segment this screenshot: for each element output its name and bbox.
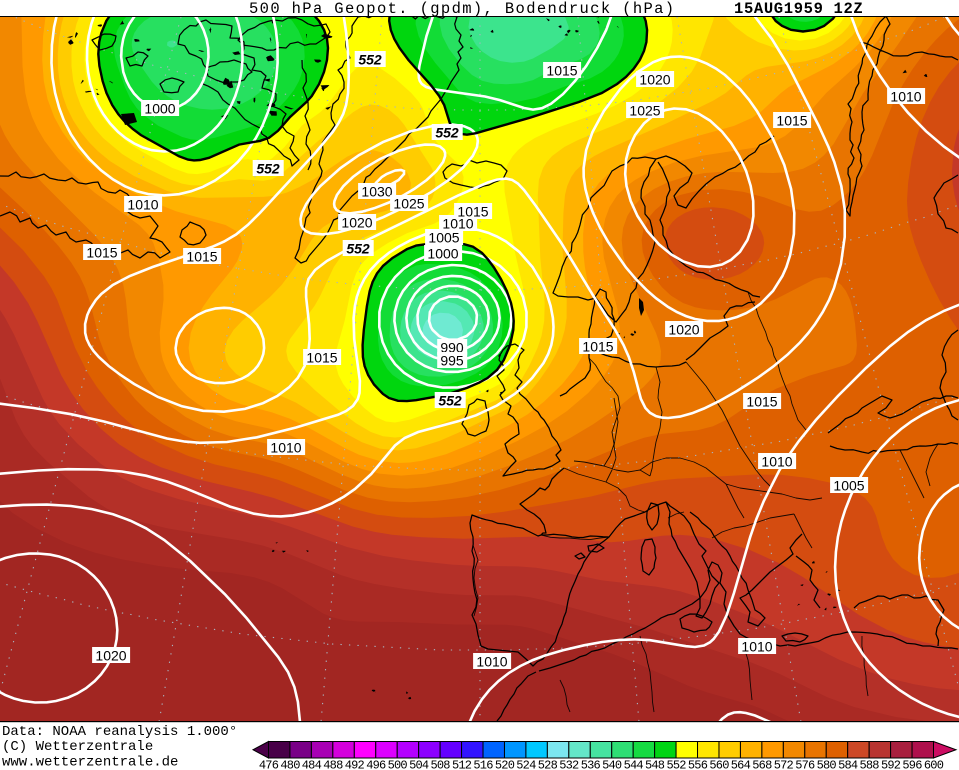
svg-text:492: 492 [345, 759, 365, 770]
svg-text:1010: 1010 [761, 454, 792, 470]
svg-text:544: 544 [624, 759, 644, 770]
svg-text:500 hPa Geopot. (gpdm), Bodend: 500 hPa Geopot. (gpdm), Bodendruck (hPa) [249, 0, 675, 18]
svg-text:600: 600 [924, 759, 944, 770]
svg-text:592: 592 [881, 759, 901, 770]
svg-text:1020: 1020 [95, 648, 126, 664]
svg-text:536: 536 [581, 759, 601, 770]
svg-text:995: 995 [440, 353, 464, 369]
svg-text:580: 580 [817, 759, 837, 770]
svg-text:520: 520 [495, 759, 515, 770]
svg-text:596: 596 [902, 759, 922, 770]
svg-text:www.wetterzentrale.de: www.wetterzentrale.de [2, 755, 178, 770]
svg-text:1015: 1015 [746, 394, 777, 410]
svg-text:1015: 1015 [457, 204, 488, 220]
svg-text:552: 552 [666, 759, 686, 770]
svg-text:1020: 1020 [341, 215, 372, 231]
svg-text:1010: 1010 [442, 216, 473, 232]
svg-text:524: 524 [516, 759, 536, 770]
svg-text:508: 508 [430, 759, 450, 770]
svg-text:552: 552 [358, 52, 382, 68]
svg-text:1000: 1000 [144, 101, 175, 117]
svg-text:568: 568 [752, 759, 772, 770]
svg-text:1015: 1015 [86, 245, 117, 261]
svg-text:484: 484 [302, 759, 322, 770]
svg-text:1005: 1005 [428, 230, 459, 246]
svg-text:1005: 1005 [833, 478, 864, 494]
svg-text:528: 528 [538, 759, 558, 770]
svg-text:990: 990 [440, 340, 464, 356]
svg-text:564: 564 [731, 759, 751, 770]
svg-text:500: 500 [388, 759, 408, 770]
svg-text:480: 480 [280, 759, 300, 770]
svg-text:1010: 1010 [476, 654, 507, 670]
svg-text:1015: 1015 [186, 249, 217, 265]
svg-text:1010: 1010 [890, 89, 921, 105]
svg-text:476: 476 [259, 759, 279, 770]
svg-text:516: 516 [473, 759, 493, 770]
svg-text:504: 504 [409, 759, 429, 770]
svg-text:572: 572 [774, 759, 794, 770]
svg-text:Data: NOAA reanalysis 1.000°: Data: NOAA reanalysis 1.000° [2, 724, 237, 740]
svg-text:1000: 1000 [427, 246, 458, 262]
svg-text:1015: 1015 [776, 113, 807, 129]
svg-text:(C) Wetterzentrale: (C) Wetterzentrale [2, 739, 153, 755]
svg-text:496: 496 [366, 759, 386, 770]
svg-text:552: 552 [346, 241, 370, 257]
svg-text:1025: 1025 [629, 103, 660, 119]
svg-text:512: 512 [452, 759, 472, 770]
svg-text:556: 556 [688, 759, 708, 770]
svg-text:1020: 1020 [639, 72, 670, 88]
svg-text:588: 588 [859, 759, 879, 770]
svg-text:1020: 1020 [668, 322, 699, 338]
svg-text:552: 552 [256, 161, 280, 177]
svg-text:584: 584 [838, 759, 858, 770]
svg-text:1030: 1030 [361, 184, 392, 200]
svg-text:1010: 1010 [127, 197, 158, 213]
svg-text:552: 552 [438, 393, 462, 409]
svg-text:1015: 1015 [582, 339, 613, 355]
svg-text:1015: 1015 [546, 63, 577, 79]
svg-text:560: 560 [709, 759, 729, 770]
svg-text:1010: 1010 [741, 639, 772, 655]
svg-text:540: 540 [602, 759, 622, 770]
svg-text:1015: 1015 [306, 350, 337, 366]
svg-text:548: 548 [645, 759, 665, 770]
svg-text:15AUG1959 12Z: 15AUG1959 12Z [734, 0, 863, 18]
svg-text:488: 488 [323, 759, 343, 770]
svg-text:532: 532 [559, 759, 579, 770]
svg-text:576: 576 [795, 759, 815, 770]
svg-text:1025: 1025 [393, 196, 424, 212]
svg-text:552: 552 [435, 125, 459, 141]
svg-text:1010: 1010 [270, 440, 301, 456]
